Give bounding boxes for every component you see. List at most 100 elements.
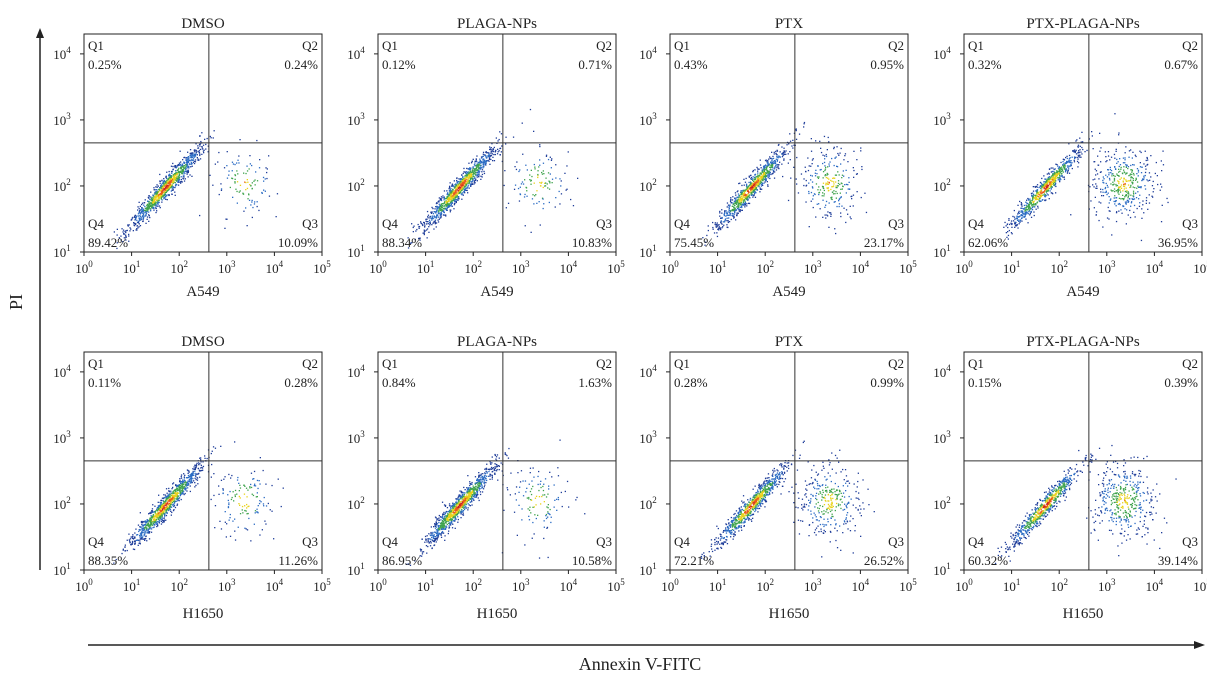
event-dot [1122, 185, 1125, 187]
event-dot [473, 164, 476, 166]
event-dot [156, 517, 158, 519]
event-dot [459, 185, 461, 187]
event-dot [143, 204, 145, 206]
event-dot [1048, 176, 1050, 178]
event-dot [168, 493, 170, 495]
event-dot [165, 189, 167, 191]
event-dot [145, 209, 147, 211]
event-dot [1036, 194, 1038, 196]
event-dot [476, 160, 478, 163]
event-dot [1044, 185, 1046, 187]
event-dot [462, 186, 464, 188]
event-dot [202, 465, 205, 468]
event-dot [451, 197, 453, 199]
event-dot [815, 169, 817, 171]
event-dot [1060, 175, 1062, 177]
event-dot [739, 198, 741, 200]
event-dot [833, 190, 835, 192]
event-dot [1021, 217, 1023, 219]
event-dot [745, 196, 747, 198]
event-dot [1053, 168, 1055, 170]
event-dot [1122, 162, 1125, 164]
event-dot [839, 152, 841, 154]
event-dot [761, 173, 763, 176]
event-dot [1012, 220, 1015, 222]
event-dot [1124, 162, 1126, 164]
event-dot [130, 228, 132, 230]
event-dot [443, 211, 445, 214]
event-dot [162, 189, 164, 191]
event-dot [264, 190, 266, 192]
event-dot [1034, 204, 1036, 206]
event-dot [150, 528, 153, 530]
event-dot [457, 180, 459, 183]
event-dot [448, 194, 450, 196]
event-dot [825, 184, 827, 186]
event-dot [783, 147, 785, 149]
event-dot [753, 179, 755, 181]
event-dot [1100, 147, 1102, 149]
event-dot [191, 165, 193, 167]
event-dot [147, 200, 149, 202]
event-dot [486, 152, 489, 154]
event-dot [263, 180, 265, 182]
event-dot [454, 186, 457, 188]
event-dot [1043, 190, 1045, 193]
event-dot [452, 191, 454, 193]
event-dot [147, 209, 149, 211]
event-dot [471, 170, 473, 173]
event-dot [195, 151, 198, 153]
event-dot [542, 198, 544, 200]
event-dot [783, 153, 785, 156]
event-dot [819, 189, 822, 191]
event-dot [469, 171, 471, 174]
event-dot [209, 174, 211, 176]
event-dot [439, 214, 441, 216]
event-dot [149, 531, 151, 533]
event-dot [754, 176, 756, 178]
event-dot [462, 189, 464, 191]
event-dot [186, 159, 188, 161]
dot-cloud [113, 441, 284, 564]
event-dot [1062, 165, 1065, 167]
event-dot [1046, 183, 1048, 185]
event-dot [763, 165, 765, 167]
event-dot [177, 171, 179, 173]
event-dot [1062, 176, 1064, 178]
event-dot [468, 168, 470, 171]
event-dot [170, 510, 172, 512]
event-dot [756, 179, 758, 182]
event-dot [1135, 197, 1138, 199]
event-dot [468, 180, 470, 182]
event-dot [480, 167, 483, 169]
event-dot [446, 193, 448, 195]
event-dot [847, 161, 849, 163]
event-dot [191, 159, 193, 161]
event-dot [1059, 181, 1061, 183]
event-dot [177, 169, 179, 171]
event-dot [468, 171, 470, 174]
event-dot [165, 499, 167, 501]
event-dot [143, 214, 145, 216]
event-dot [120, 235, 122, 237]
event-dot [425, 223, 428, 225]
event-dot [454, 195, 456, 198]
event-dot [1031, 207, 1033, 209]
event-dot [828, 165, 830, 167]
event-dot [796, 183, 798, 185]
event-dot [148, 513, 150, 515]
event-dot [1120, 168, 1122, 170]
event-dot [442, 214, 445, 216]
event-dot [1029, 214, 1031, 216]
event-dot [436, 215, 438, 217]
event-dot [1143, 175, 1145, 177]
event-dot [124, 234, 127, 236]
event-dot [140, 210, 143, 213]
event-dot [1036, 191, 1039, 193]
event-dot [723, 214, 726, 217]
event-dot [1124, 157, 1126, 159]
event-dot [822, 216, 824, 218]
event-dot [822, 171, 825, 173]
event-dot [761, 175, 763, 177]
event-dot [1066, 157, 1068, 160]
